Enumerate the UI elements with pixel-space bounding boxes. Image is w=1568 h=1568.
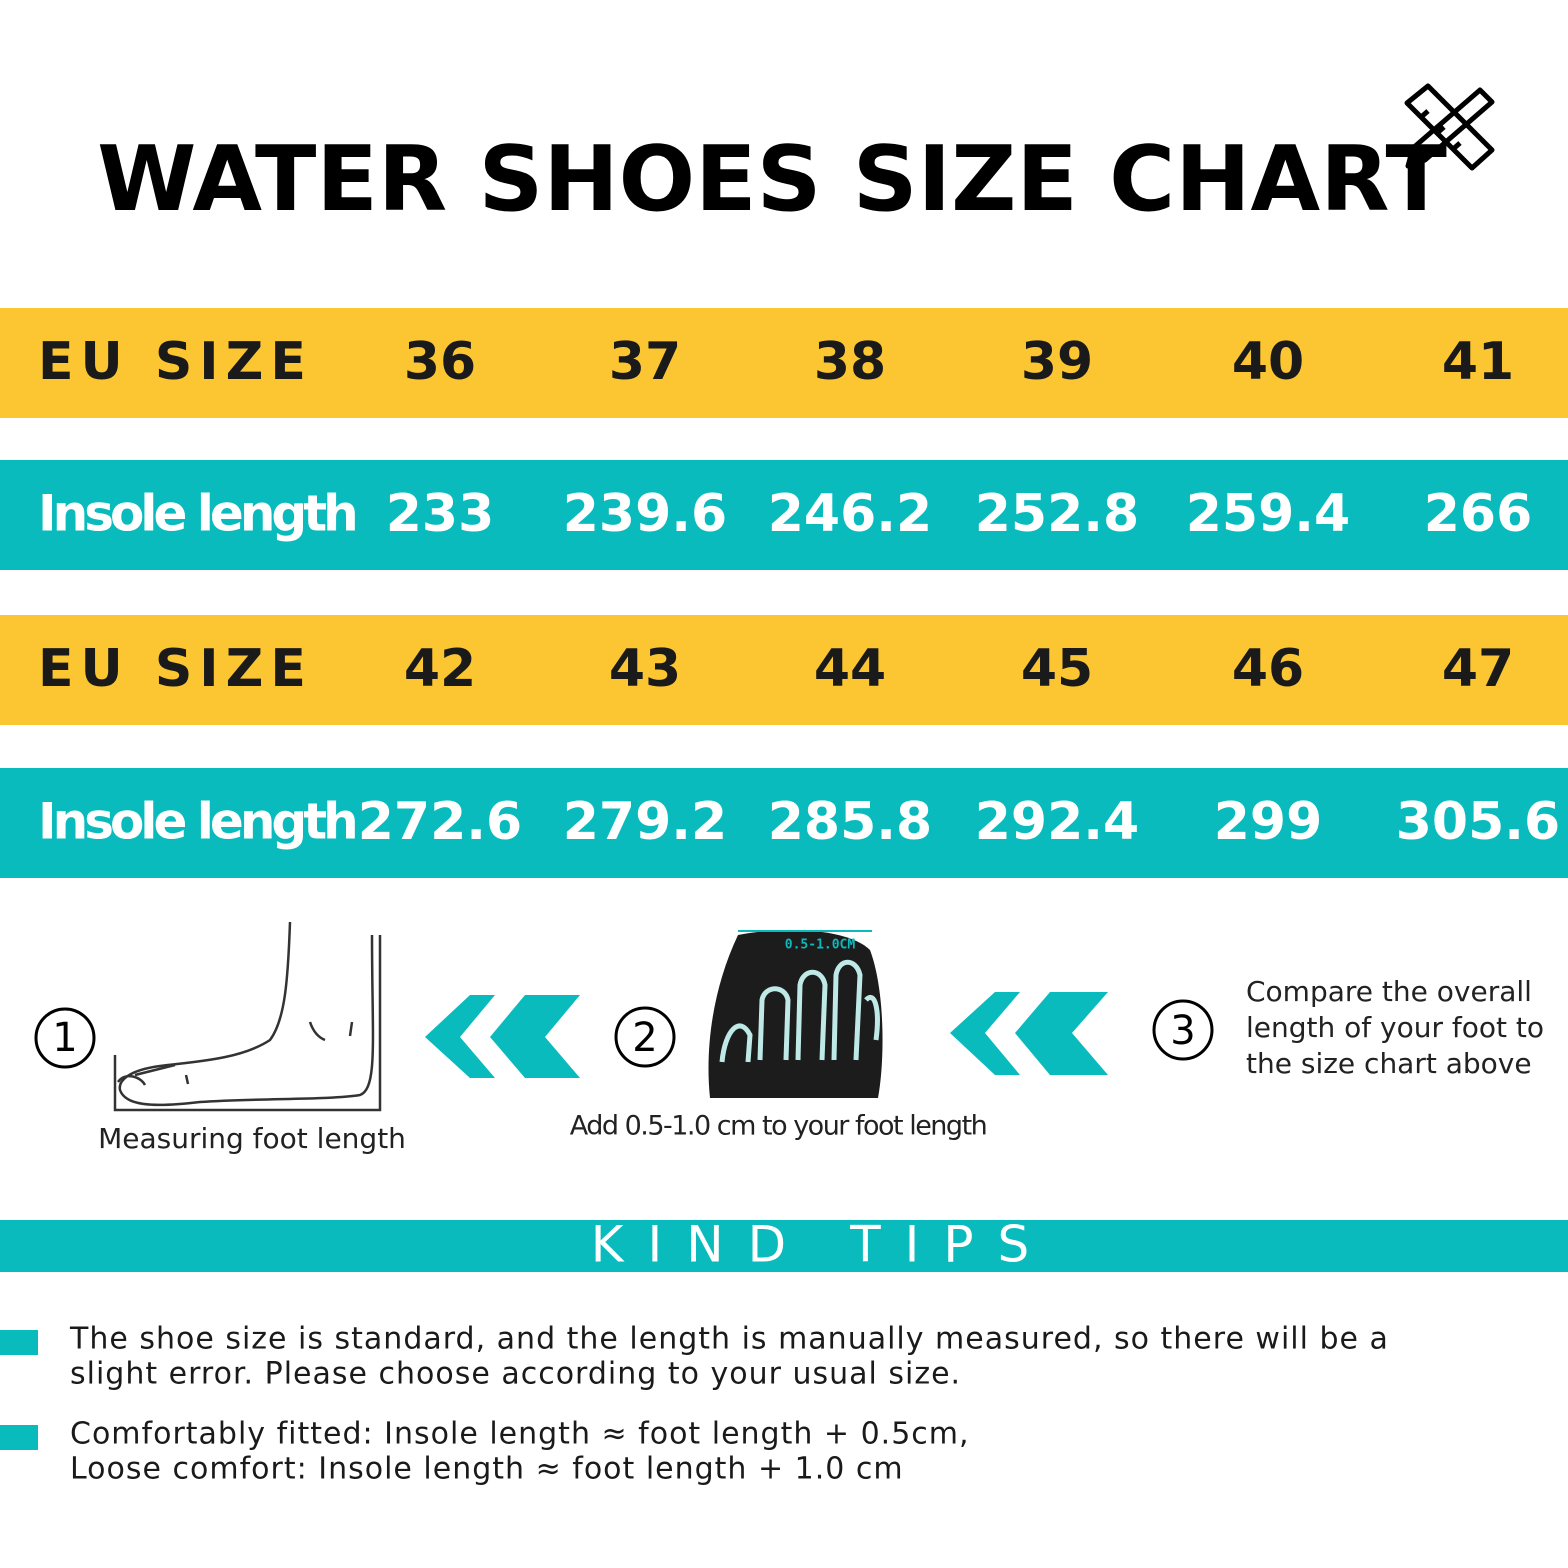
cell: 285.8 [768, 792, 932, 852]
row-label: Insole length [38, 485, 355, 543]
cell: 41 [1442, 332, 1514, 392]
cell: 239.6 [563, 484, 727, 544]
tips-band [0, 1220, 1568, 1272]
tip-line: slight error. Please choose according to… [70, 1357, 961, 1392]
row-label: EU SIZE [38, 639, 313, 699]
step-circle [614, 1006, 676, 1068]
tips-title: KIND TIPS [591, 1216, 1054, 1274]
tip-line: Comfortably fitted: Insole length ≈ foot… [70, 1417, 970, 1452]
row-band [0, 768, 1568, 878]
cell: 43 [609, 639, 681, 699]
cell: 42 [404, 639, 476, 699]
step-circle [34, 1007, 96, 1069]
cell: 37 [609, 332, 681, 392]
title: WATER SHOES SIZE CHART [97, 127, 1447, 232]
cell: 45 [1021, 639, 1093, 699]
shoe-image: 0.5-1.0CM [708, 930, 883, 1098]
cell: 252.8 [975, 484, 1139, 544]
cell: 40 [1232, 332, 1304, 392]
step-number: 1 [52, 1015, 77, 1061]
step-number: 2 [632, 1015, 657, 1061]
tip-bullet [0, 1330, 38, 1355]
pencil-ruler-icon [1404, 83, 1495, 171]
cell: 38 [814, 332, 886, 392]
cell: 39 [1021, 332, 1093, 392]
cell: 279.2 [563, 792, 727, 852]
cell: 272.6 [358, 792, 522, 852]
row-label: Insole length [38, 793, 355, 851]
step-text-line: length of your foot to [1246, 1011, 1544, 1044]
cell: 44 [814, 639, 886, 699]
chevron-arrows [425, 992, 1108, 1078]
step-caption: Measuring foot length [98, 1122, 406, 1155]
step-text-line: the size chart above [1246, 1047, 1532, 1080]
tip-bullet [0, 1425, 38, 1450]
cell: 266 [1424, 484, 1533, 544]
row-band [0, 460, 1568, 570]
cell: 47 [1442, 639, 1514, 699]
step-caption: Add 0.5-1.0 cm to your foot length [570, 1111, 987, 1142]
cell: 233 [386, 484, 495, 544]
tip-line: Loose comfort: Insole length ≈ foot leng… [70, 1452, 904, 1487]
table: EU SIZE 36 37 38 39 40 41 Insole length 233 239.6… [38, 332, 1560, 852]
cell: 259.4 [1186, 484, 1350, 544]
step-circle [1152, 999, 1214, 1061]
cell: 246.2 [768, 484, 932, 544]
cell: 305.6 [1396, 792, 1560, 852]
tips-list: The shoe size is standard, and the lengt… [0, 1322, 1389, 1487]
row-label: EU SIZE [38, 332, 313, 392]
step-number: 3 [1170, 1008, 1195, 1054]
row-band [0, 615, 1568, 725]
row-band [0, 308, 1568, 418]
cell: 46 [1232, 639, 1304, 699]
step-text-line: Compare the overall [1246, 975, 1532, 1008]
image-label: 0.5-1.0CM [785, 938, 856, 953]
cell: 36 [404, 332, 476, 392]
cell: 292.4 [975, 792, 1139, 852]
tip-line: The shoe size is standard, and the lengt… [69, 1322, 1389, 1357]
cell: 299 [1214, 792, 1323, 852]
foot-sketch [113, 921, 382, 1112]
